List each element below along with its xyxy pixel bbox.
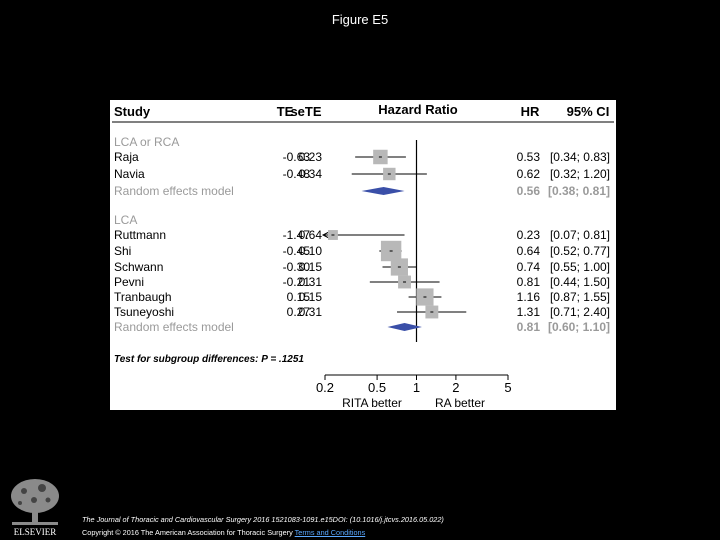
study-name: Navia: [114, 167, 145, 181]
study-te: -0.45: [283, 244, 311, 258]
study-te: 0.15: [287, 290, 311, 304]
study-hr: 0.53: [517, 150, 541, 164]
subgroup-test: Test for subgroup differences: P = .1251: [114, 354, 304, 365]
study-hr: 0.23: [517, 228, 541, 242]
figure-title: Figure E5: [331, 12, 389, 27]
study-sete: 0.31: [299, 275, 323, 289]
study-ci: [0.34; 0.83]: [550, 150, 610, 164]
study-ci: [0.07; 0.81]: [550, 228, 610, 242]
study-te: -0.30: [283, 260, 311, 274]
study-name: Raja: [114, 150, 139, 164]
header-ci: 95% CI: [567, 104, 610, 119]
x-tick-label: 1: [413, 380, 420, 395]
study-sete: 0.23: [299, 150, 323, 164]
study-ci: [0.44; 1.50]: [550, 275, 610, 289]
header-te: TE: [277, 104, 294, 119]
study-name: Ruttmann: [114, 228, 166, 242]
elsevier-logo: ELSEVIER: [6, 476, 64, 538]
copyright-line: Copyright © 2016 The American Associatio…: [82, 528, 365, 537]
study-ci: [0.87; 1.55]: [550, 290, 610, 304]
x-label-left: RITA better: [342, 396, 402, 410]
x-tick-label: 0.5: [368, 380, 386, 395]
header-hr: HR: [521, 104, 540, 119]
study-name: Tsuneyoshi: [114, 305, 174, 319]
copyright-text: Copyright © 2016 The American Associatio…: [82, 528, 293, 537]
re-diamond: [361, 187, 405, 195]
subgroup-label: LCA: [114, 213, 137, 227]
x-tick-label: 0.2: [316, 380, 334, 395]
study-sete: 0.15: [299, 290, 323, 304]
study-hr: 0.74: [517, 260, 541, 274]
study-hr: 1.31: [517, 305, 541, 319]
ci-truncation-arrow: [321, 231, 330, 239]
study-te: -1.47: [283, 228, 311, 242]
study-sete: 0.15: [299, 260, 323, 274]
re-model-hr: 0.81: [517, 320, 541, 334]
study-sete: 0.34: [299, 167, 323, 181]
study-te: -0.48: [283, 167, 311, 181]
study-name: Tranbaugh: [114, 290, 172, 304]
svg-text:ELSEVIER: ELSEVIER: [14, 527, 57, 537]
forest-plot-panel: Study TE seTE Hazard Ratio HR 95% CI LCA or RC…: [110, 100, 616, 410]
re-diamond: [387, 323, 422, 331]
study-name: Pevni: [114, 275, 144, 289]
terms-link[interactable]: Terms and Conditions: [294, 528, 366, 537]
re-model-label: Random effects model: [114, 320, 234, 334]
study-hr: 1.16: [517, 290, 541, 304]
header-hazard-ratio: Hazard Ratio: [378, 102, 458, 117]
study-sete: 0.31: [299, 305, 323, 319]
study-sete: 0.10: [299, 244, 323, 258]
study-ci: [0.32; 1.20]: [550, 167, 610, 181]
subgroup-label: LCA or RCA: [114, 135, 179, 149]
study-name: Schwann: [114, 260, 163, 274]
re-model-label: Random effects model: [114, 184, 234, 198]
study-sete: 0.64: [299, 228, 323, 242]
header-sete: seTE: [290, 104, 321, 119]
journal-citation: The Journal of Thoracic and Cardiovascul…: [82, 515, 444, 524]
study-hr: 0.64: [517, 244, 541, 258]
re-model-ci: [0.60; 1.10]: [548, 320, 610, 334]
study-te: 0.27: [287, 305, 311, 319]
study-te: -0.63: [283, 150, 311, 164]
x-label-right: RA better: [435, 396, 485, 410]
study-hr: 0.62: [517, 167, 541, 181]
re-model-hr: 0.56: [517, 184, 541, 198]
re-model-ci: [0.38; 0.81]: [548, 184, 610, 198]
header-study: Study: [114, 104, 151, 119]
study-te: -0.21: [283, 275, 311, 289]
x-tick-label: 2: [452, 380, 459, 395]
x-tick-label: 5: [504, 380, 511, 395]
study-hr: 0.81: [517, 275, 541, 289]
study-name: Shi: [114, 244, 131, 258]
study-ci: [0.55; 1.00]: [550, 260, 610, 274]
study-ci: [0.52; 0.77]: [550, 244, 610, 258]
study-ci: [0.71; 2.40]: [550, 305, 610, 319]
